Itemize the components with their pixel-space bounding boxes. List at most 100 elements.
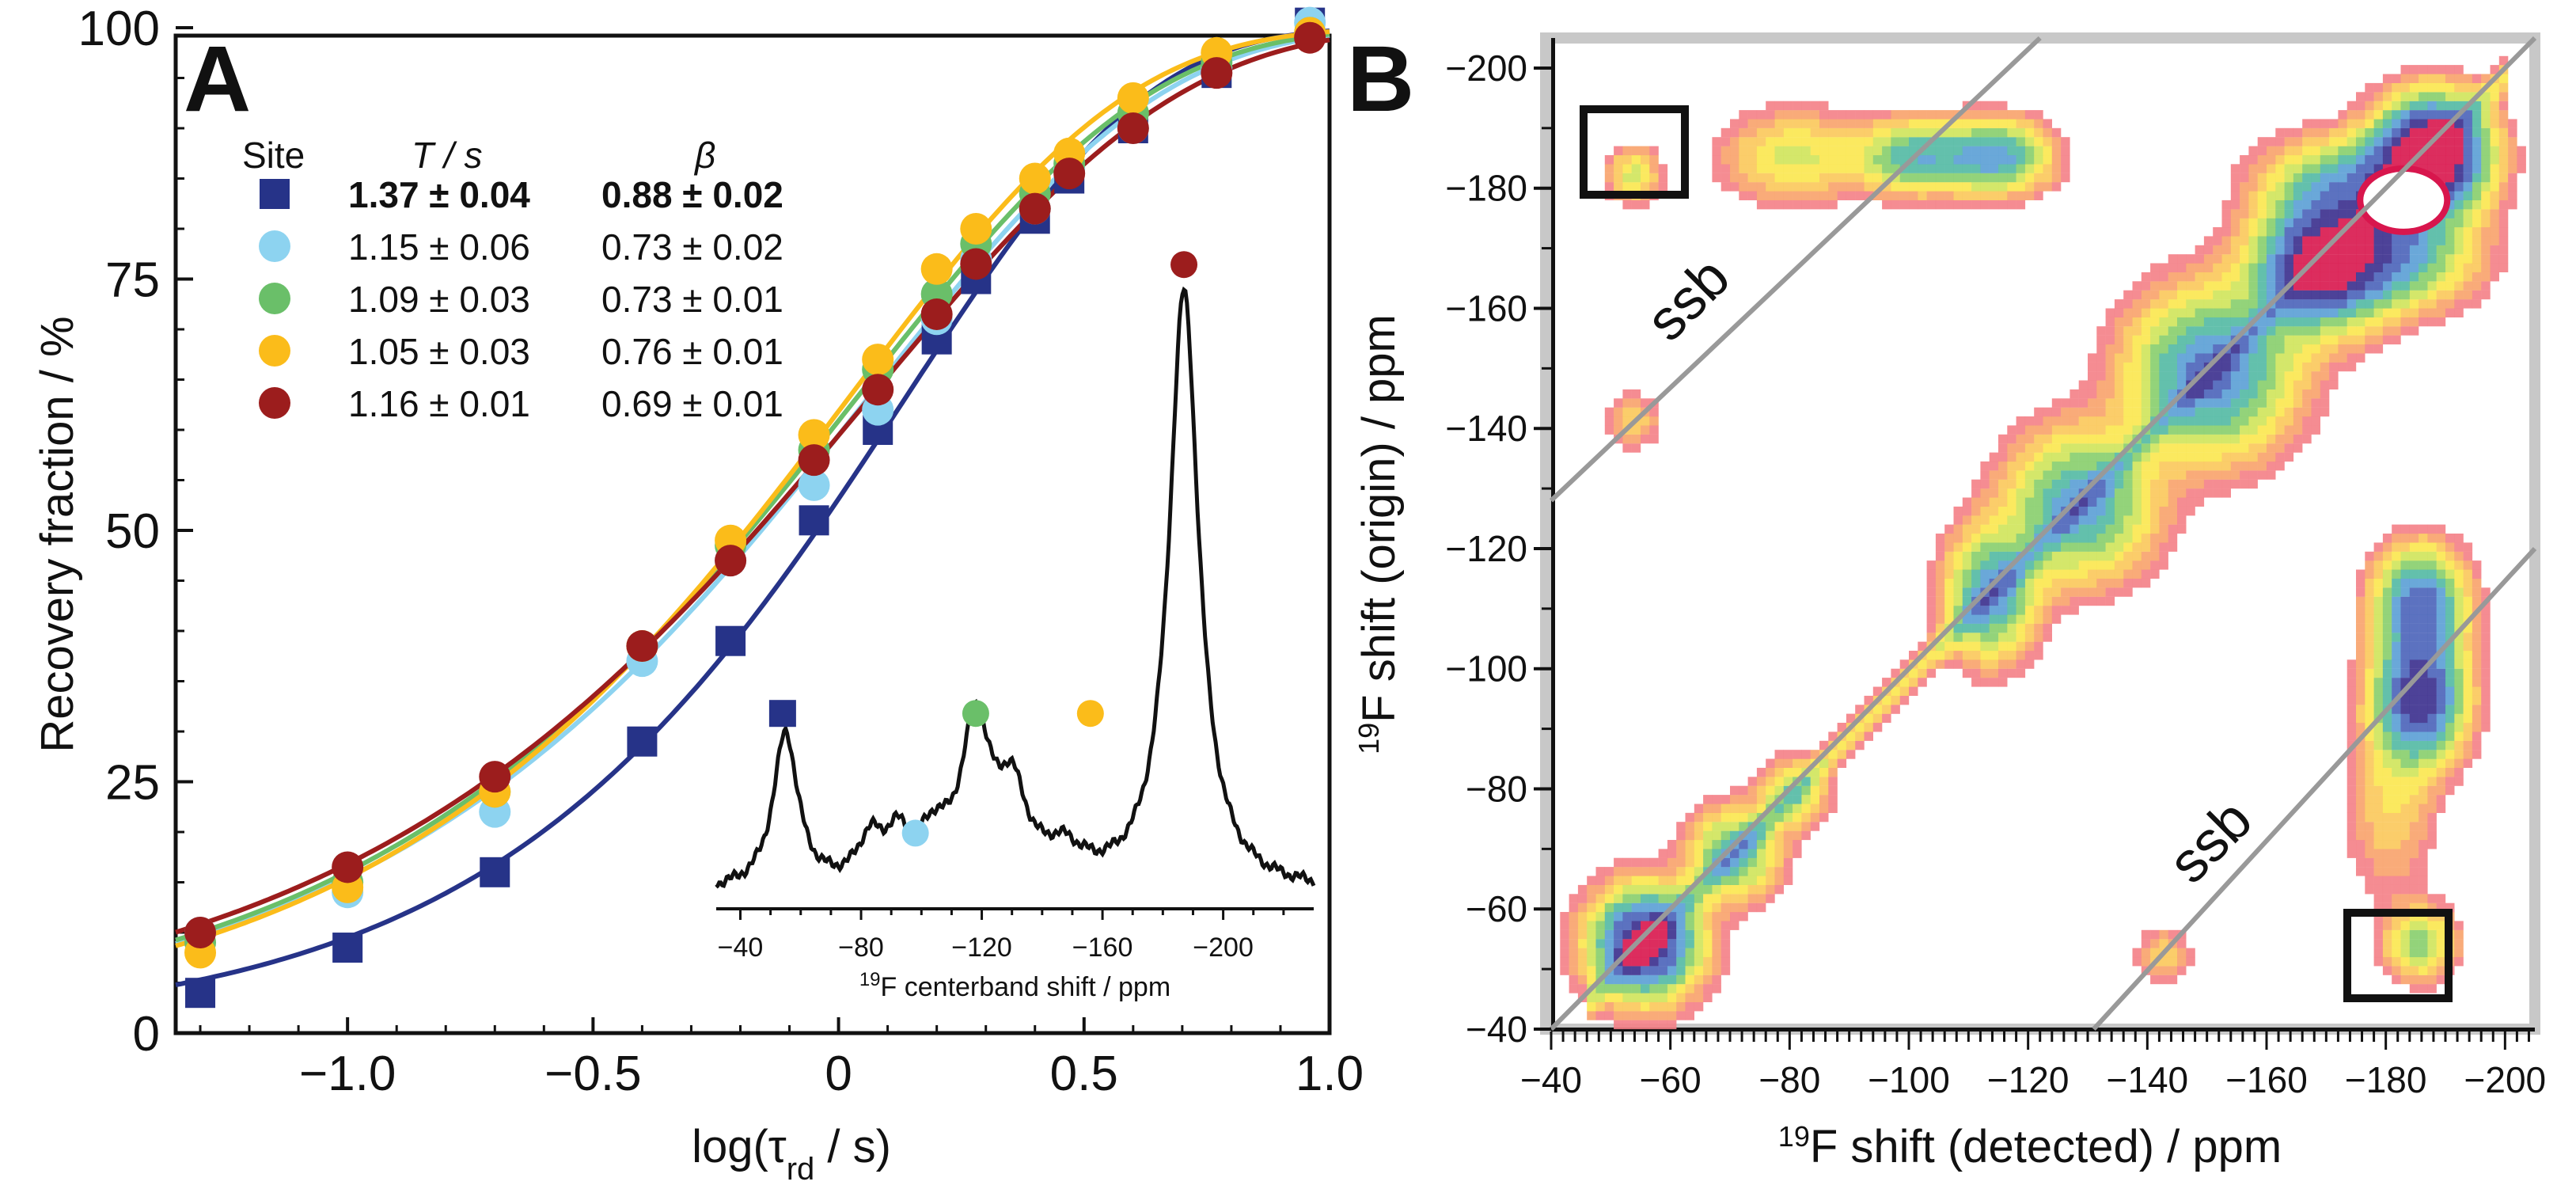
contour-cell <box>2382 785 2392 796</box>
contour-cell <box>1685 822 1694 831</box>
contour-cell <box>1819 182 1829 192</box>
contour-cell <box>2427 804 2437 813</box>
contour-cell <box>1658 876 1668 885</box>
contour-cell <box>2284 191 2294 200</box>
contour-cell <box>2427 777 2437 786</box>
contour-cell <box>1962 110 1972 120</box>
contour-cell <box>1631 984 1641 994</box>
contour-cell <box>2007 542 2016 552</box>
legend-beta-value: 0.73 ± 0.02 <box>601 226 783 268</box>
contour-cell <box>1918 137 1927 146</box>
contour-cell <box>1855 182 1865 192</box>
contour-cell <box>2365 578 2374 588</box>
contour-cell <box>2481 695 2491 705</box>
contour-cell <box>2240 209 2249 218</box>
contour-cell <box>1953 587 1963 597</box>
contour-cell <box>2427 668 2437 678</box>
contour-cell <box>2365 849 2374 858</box>
contour-cell <box>2141 939 2151 948</box>
contour-cell <box>2034 434 2043 444</box>
contour-cell <box>2051 137 2062 146</box>
contour-cell <box>2427 101 2437 111</box>
contour-cell <box>2463 182 2473 192</box>
contour-cell <box>2267 371 2276 381</box>
contour-cell <box>2177 272 2187 282</box>
contour-cell <box>1953 560 1963 570</box>
contour-cell <box>1595 993 1605 1002</box>
contour-cell <box>2436 146 2446 156</box>
contour-cell <box>2203 299 2214 309</box>
contour-cell <box>2356 317 2365 327</box>
contour-cell <box>2311 344 2320 354</box>
contour-cell <box>2320 335 2330 345</box>
contour-cell <box>1631 894 1641 903</box>
contour-cell <box>2123 407 2133 417</box>
contour-cell <box>2472 659 2482 669</box>
contour-cell <box>1631 425 1641 435</box>
contour-cell <box>2088 398 2097 408</box>
contour-cell <box>2267 191 2276 200</box>
contour-cell <box>1641 876 1650 885</box>
contour-cell <box>2445 299 2455 309</box>
contour-cell <box>1739 795 1748 804</box>
contour-cell <box>2132 443 2142 453</box>
contour-cell <box>2186 263 2195 272</box>
contour-cell <box>2419 641 2428 652</box>
contour-cell <box>2338 146 2347 156</box>
contour-cell <box>1846 164 1856 173</box>
contour-cell <box>2436 668 2446 678</box>
contour-cell <box>2132 956 2142 967</box>
contour-cell <box>2230 362 2240 372</box>
contour-cell <box>2400 65 2410 74</box>
contour-cell <box>2284 299 2294 309</box>
contour-cell <box>1569 948 1579 958</box>
contour-cell <box>2419 137 2428 146</box>
contour-cell <box>1712 884 1721 895</box>
contour-cell <box>2329 164 2339 173</box>
contour-cell <box>2490 254 2499 264</box>
contour-cell <box>2436 777 2446 786</box>
contour-cell <box>2070 488 2079 498</box>
contour-cell <box>1774 849 1784 858</box>
contour-cell <box>2400 695 2410 705</box>
contour-cell <box>2400 560 2410 570</box>
contour-cell <box>2302 425 2312 435</box>
contour-cell <box>2007 173 2016 183</box>
contour-cell <box>2230 173 2240 183</box>
legend-t-value: 1.09 ± 0.03 <box>348 279 530 320</box>
contour-cell <box>2267 470 2276 480</box>
contour-cell <box>2436 641 2446 652</box>
contour-cell <box>1577 939 1588 948</box>
contour-cell <box>2356 110 2365 120</box>
contour-cell <box>2034 633 2043 642</box>
contour-cell <box>2427 830 2437 841</box>
contour-cell <box>2400 326 2410 336</box>
contour-cell <box>1703 929 1713 940</box>
contour-cell <box>1980 560 1990 570</box>
contour-cell <box>1766 795 1775 804</box>
contour-cell <box>1899 146 1910 156</box>
contour-cell <box>1730 849 1739 858</box>
contour-cell <box>2419 948 2428 958</box>
contour-cell <box>2481 668 2491 678</box>
contour-cell <box>2419 750 2428 759</box>
contour-cell <box>2472 227 2482 237</box>
contour-cell <box>2481 227 2491 237</box>
contour-cell <box>2454 199 2464 210</box>
contour-cell <box>2195 272 2205 282</box>
contour-cell <box>2445 245 2455 255</box>
contour-cell <box>2454 245 2464 255</box>
contour-cell <box>2365 705 2374 714</box>
contour-cell <box>2311 272 2320 282</box>
contour-cell <box>2346 750 2357 759</box>
contour-cell <box>2409 74 2419 83</box>
data-point-circle <box>1019 162 1051 195</box>
contour-cell <box>2078 443 2088 453</box>
contour-cell <box>2221 245 2231 255</box>
contour-cell <box>1909 668 1918 678</box>
contour-cell <box>2141 434 2151 444</box>
contour-cell <box>2051 398 2062 408</box>
contour-cell <box>1622 876 1632 885</box>
contour-cell <box>2061 606 2070 615</box>
contour-cell <box>2382 750 2392 759</box>
